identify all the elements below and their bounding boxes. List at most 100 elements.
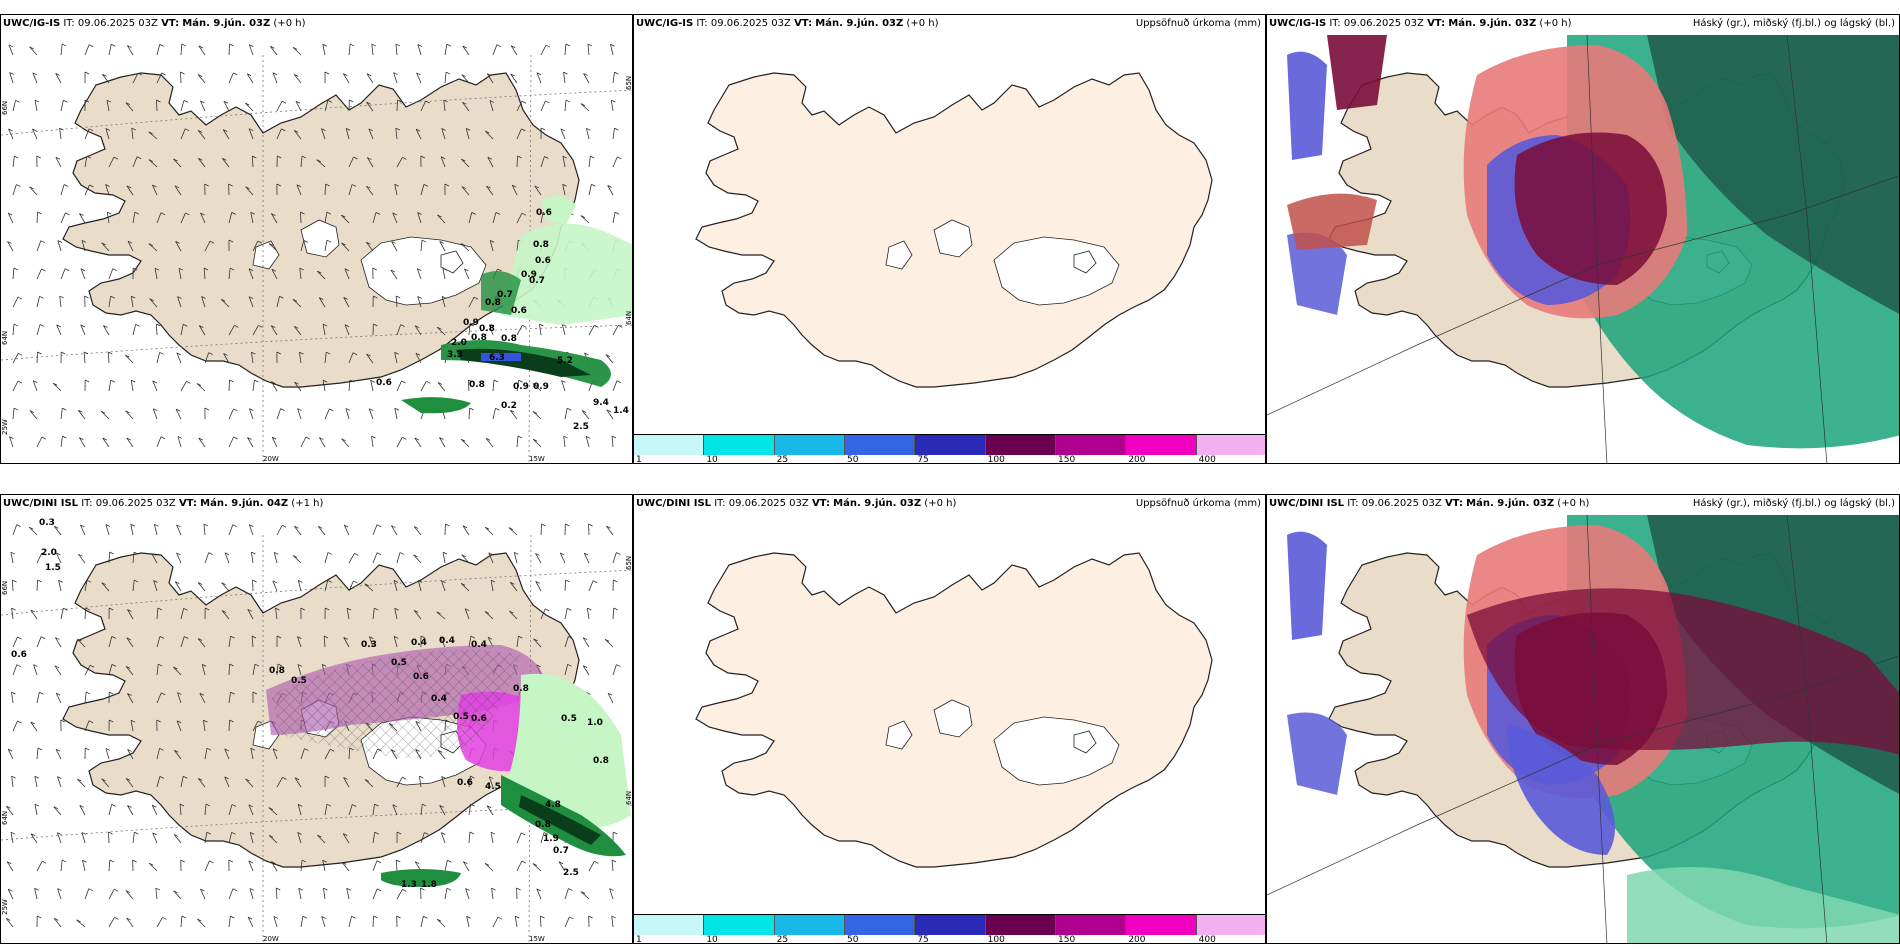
axis-label: 65N	[625, 76, 633, 90]
precip-label: 0.5	[453, 712, 469, 722]
precip-label: 0.8	[501, 334, 517, 344]
axis-label: 64N	[1, 331, 9, 345]
axis-label: 66N	[1, 581, 9, 595]
precip-label: 6.3	[489, 353, 505, 363]
field-title: Uppsöfnuð úrkoma (mm)	[1135, 18, 1261, 29]
panel-header: UWC/IG-IS IT: 09.06.2025 03Z VT: Mán. 9.…	[636, 18, 938, 29]
it-label: IT:	[1329, 18, 1341, 29]
precip-value-labels: 0.60.80.60.90.70.80.70.60.90.80.8 0.82.03…	[376, 208, 629, 432]
precip-label: 1.5	[45, 563, 61, 573]
precip-label: 0.9	[463, 318, 479, 328]
colorbar-tick: 10	[706, 455, 718, 464]
precip-label: 0.3	[39, 518, 55, 528]
vt-value: Mán. 9.jún. 03Z	[1466, 498, 1555, 509]
it-value: 09.06.2025 03Z	[77, 18, 158, 29]
precip-label: 0.3	[361, 640, 377, 650]
vt-label: VT:	[178, 498, 197, 509]
precip-label: 5.2	[557, 356, 573, 366]
precip-label: 0.8	[593, 756, 609, 766]
colorbar-tick: 400	[1198, 455, 1216, 464]
colorbar-tick: 75	[917, 455, 929, 464]
vt-label: VT:	[794, 18, 813, 29]
it-value: 09.06.2025 03Z	[728, 498, 809, 509]
precip-label: 2.5	[573, 422, 589, 432]
precip-label: 0.6	[376, 378, 392, 388]
colorbar-tick: 75	[917, 935, 929, 944]
precip-label: 1.4	[613, 406, 629, 416]
colorbar-cell	[1055, 435, 1127, 455]
precip-label: 0.7	[497, 290, 513, 300]
axis-label: 25W	[1, 899, 9, 915]
map-accum-precip-top	[634, 15, 1265, 463]
it-label: IT:	[81, 498, 93, 509]
vt-value: Mán. 9.jún. 03Z	[182, 18, 271, 29]
vt-label: VT:	[1444, 498, 1463, 509]
precip-label: 0.6	[457, 778, 473, 788]
precip-label: 0.5	[291, 676, 307, 686]
glacier-1	[933, 699, 973, 738]
glacier-1	[933, 219, 973, 258]
field-title: Uppsöfnuð úrkoma (mm)	[1135, 498, 1261, 509]
colorbar-tick: 50	[847, 455, 859, 464]
colorbar-tick: 50	[847, 935, 859, 944]
vt-value: Mán. 9.jún. 03Z	[1448, 18, 1537, 29]
colorbar-tick: 1	[636, 455, 642, 464]
precip-label: 0.9	[513, 382, 529, 392]
glacier-3	[1073, 730, 1097, 754]
axis-label: 25W	[1, 419, 9, 435]
colorbar-tick: 25	[776, 935, 789, 944]
precip-label: 0.4	[471, 640, 487, 650]
colorbar-cell	[774, 915, 845, 935]
model-name: UWC/DINI ISL	[3, 498, 79, 509]
lead-time: (+0 h)	[1557, 498, 1590, 509]
vt-label: VT:	[1427, 18, 1446, 29]
it-value: 09.06.2025 03Z	[1343, 18, 1424, 29]
iceland-landmass	[62, 72, 580, 388]
model-name: UWC/IG-IS	[1269, 18, 1327, 29]
cloud-field	[1287, 35, 1899, 449]
precip-label: 0.6	[11, 650, 27, 660]
axis-label: 65N	[625, 556, 633, 570]
axis-label: 66N	[1, 101, 9, 115]
axis-labels: 66N 64N 25W 20W 15W 65N 64N	[1, 76, 633, 463]
precip-label: 1.9	[543, 834, 559, 844]
colorbar-cell	[985, 915, 1056, 935]
glacier-3	[440, 250, 464, 274]
panel-clouds-bottom: UWC/DINI ISL IT: 09.06.2025 03Z VT: Mán.…	[1266, 494, 1900, 944]
lead-time: (+0 h)	[1539, 18, 1572, 29]
axis-labels: 66N 64N 25W 20W 15W 65N 64N	[1, 556, 633, 943]
precip-label: 0.2	[501, 401, 517, 411]
precip-value-labels: 0.32.01.50.60.80.50.4 0.4 0.40.30.50.60.40…	[11, 518, 609, 890]
graticule	[1267, 514, 1899, 943]
panel-header: UWC/DINI ISL IT: 09.06.2025 03Z VT: Mán.…	[1269, 498, 1590, 509]
model-name: UWC/DINI ISL	[1269, 498, 1345, 509]
field-title: Háský (gr.), miðský (fj.bl.) og lágský (…	[1692, 18, 1895, 29]
precip-label: 1.8	[421, 880, 437, 890]
precip-label: 0.8	[471, 333, 487, 343]
field-title: Háský (gr.), miðský (fj.bl.) og lágský (…	[1692, 498, 1895, 509]
precip-label: 0.7	[553, 846, 569, 856]
cloud-field	[1287, 515, 1899, 943]
colorbar-cell	[774, 435, 845, 455]
panel-header: UWC/IG-IS IT: 09.06.2025 03Z VT: Mán. 9.…	[1269, 18, 1572, 29]
panel-accum-precip-top: UWC/IG-IS IT: 09.06.2025 03Z VT: Mán. 9.…	[633, 14, 1266, 464]
colorbar-tick: 150	[1058, 935, 1076, 944]
precip-label: 0.4	[411, 638, 427, 648]
map-clouds-bottom	[1267, 495, 1899, 943]
map-wind-precip-bottom: 0.32.01.50.60.80.50.4 0.4 0.40.30.50.60.40…	[1, 495, 633, 943]
precip-label: 4.5	[485, 782, 501, 792]
colorbar-tick: 200	[1128, 455, 1146, 464]
precip-label: 0.4	[439, 636, 455, 646]
precip-label: 0.8	[485, 298, 501, 308]
precip-label: 2.0	[451, 338, 467, 348]
colorbar-cell	[915, 915, 986, 935]
colorbar-cell	[844, 915, 916, 935]
panel-header: UWC/DINI ISL IT: 09.06.2025 03Z VT: Mán.…	[3, 498, 323, 509]
axis-label: 20W	[263, 455, 279, 463]
colorbar-tick: 100	[987, 935, 1005, 944]
map-clouds-top	[1267, 15, 1899, 463]
precip-label: 0.6	[511, 306, 527, 316]
glacier-2	[885, 240, 913, 270]
it-value: 09.06.2025 03Z	[1361, 498, 1442, 509]
axis-label: 64N	[625, 311, 633, 325]
